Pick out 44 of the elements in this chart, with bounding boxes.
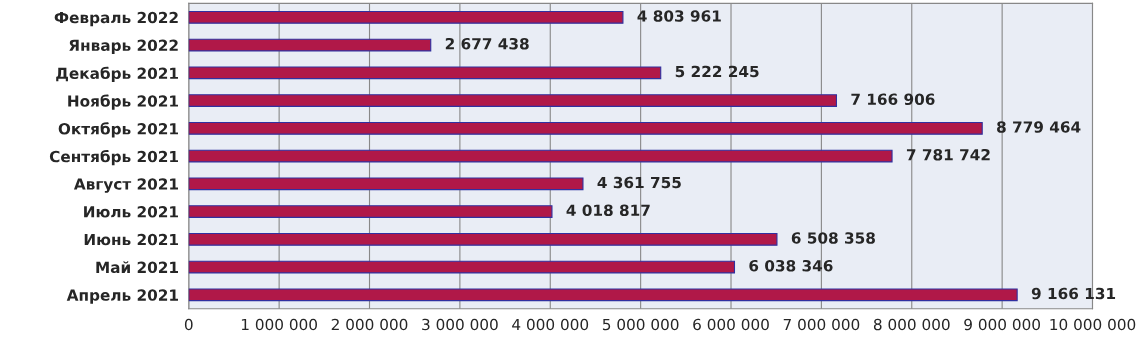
x-tick-label: 2 000 000: [331, 318, 408, 331]
y-tick-label: Апрель 2021: [66, 289, 178, 304]
x-tick-label: 5 000 000: [602, 318, 679, 331]
bar: [188, 205, 553, 218]
y-tick-label: Февраль 2022: [54, 11, 178, 27]
data-label: 5 222 245: [675, 65, 759, 78]
x-tick-label: 6 000 000: [693, 318, 769, 331]
bar: [188, 232, 778, 246]
y-tick-label: Декабрь 2021: [56, 66, 178, 83]
x-tick-label: 3 000 000: [422, 318, 498, 331]
bar: [188, 121, 983, 135]
data-label: 7 166 906: [851, 93, 935, 105]
bar: [188, 94, 838, 107]
x-tick-label: 0: [184, 318, 193, 331]
y-tick-label: Июнь 2021: [84, 233, 178, 246]
x-tick-label: 1 000 000: [241, 318, 317, 331]
y-tick-label: Сентябрь 2021: [49, 150, 178, 166]
y-tick-label: Июль 2021: [84, 206, 178, 218]
y-tick-label: Август 2021: [73, 178, 178, 193]
y-tick-label: Ноябрь 2021: [68, 94, 178, 110]
data-label: 6 508 358: [791, 232, 875, 244]
data-label: 2 677 438: [445, 37, 529, 50]
bar: [188, 149, 893, 163]
y-tick-label: Май 2021: [96, 261, 178, 274]
bar: [188, 177, 584, 191]
data-label: 9 166 131: [1031, 287, 1116, 300]
x-tick-label: 9 000 000: [964, 318, 1041, 331]
bar: [188, 288, 1018, 302]
data-label: 4 361 755: [597, 176, 681, 189]
y-tick-label: Январь 2022: [69, 39, 178, 55]
data-label: 7 781 742: [906, 148, 990, 161]
data-label: 4 803 961: [637, 10, 721, 22]
y-tick-label: Октябрь 2021: [58, 122, 178, 138]
bar: [188, 10, 624, 24]
x-tick-label: 10 000 000: [1050, 318, 1136, 331]
bar: [188, 38, 432, 52]
bar: [188, 260, 736, 274]
data-label: 4 018 817: [566, 204, 650, 216]
x-tick-label: 8 000 000: [873, 318, 950, 331]
x-tick-label: 7 000 000: [783, 318, 860, 331]
data-label: 8 779 464: [997, 121, 1081, 133]
x-tick-label: 4 000 000: [512, 318, 589, 331]
data-label: 6 038 346: [749, 259, 833, 272]
bar: [188, 66, 662, 80]
